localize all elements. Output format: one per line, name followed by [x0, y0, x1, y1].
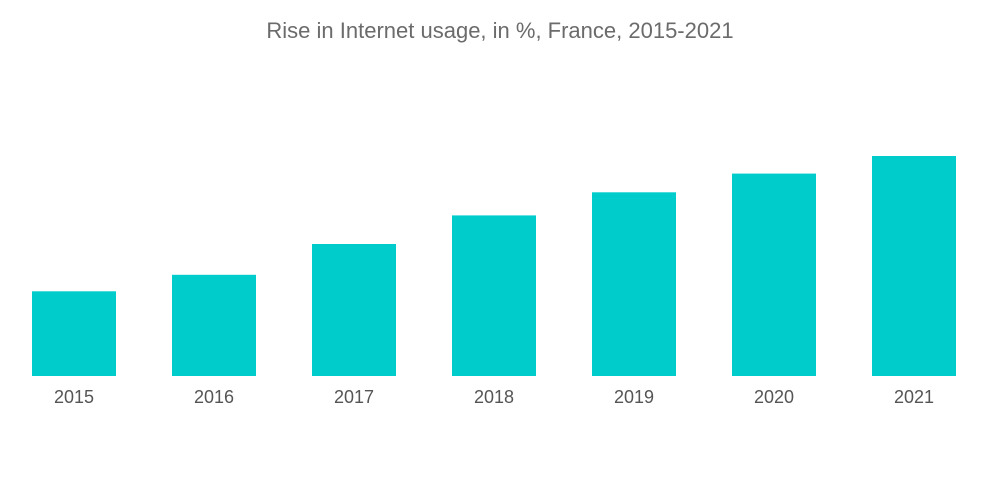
- bars-group: [32, 156, 956, 376]
- bar-2018: [452, 215, 536, 376]
- x-tick-label-2021: 2021: [894, 387, 934, 407]
- x-tick-label-2017: 2017: [334, 387, 374, 407]
- chart-title: Rise in Internet usage, in %, France, 20…: [266, 18, 734, 43]
- x-tick-label-2018: 2018: [474, 387, 514, 407]
- bar-2015: [32, 291, 116, 376]
- bar-2021: [872, 156, 956, 376]
- bar-2020: [732, 173, 816, 376]
- x-tick-label-2015: 2015: [54, 387, 94, 407]
- bar-2019: [592, 192, 676, 376]
- x-tick-label-2020: 2020: [754, 387, 794, 407]
- x-tick-label-2016: 2016: [194, 387, 234, 407]
- bar-2016: [172, 274, 256, 376]
- bar-2017: [312, 244, 396, 376]
- x-tick-label-2019: 2019: [614, 387, 654, 407]
- x-tick-labels: 2015 2016 2017 2018 2019 2020 2021: [54, 387, 934, 407]
